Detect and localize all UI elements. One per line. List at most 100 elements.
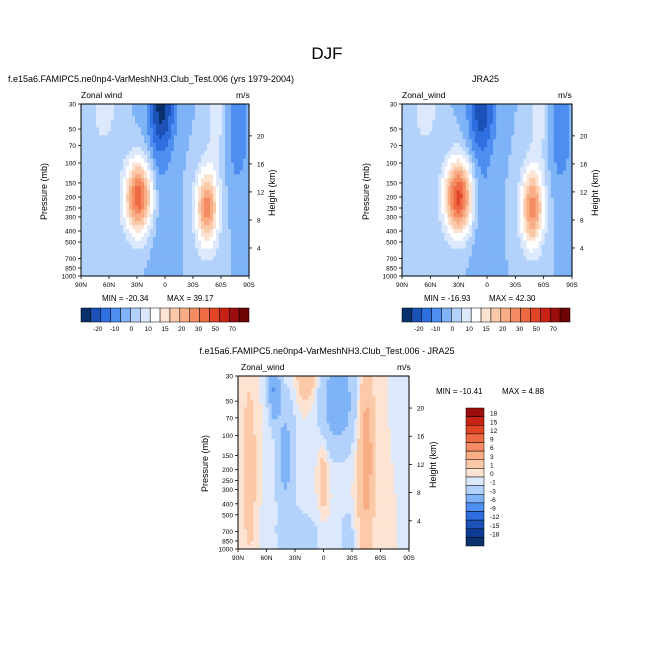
field-cell xyxy=(544,127,549,132)
field-cell xyxy=(150,190,154,195)
field-cell xyxy=(459,127,464,132)
field-cell xyxy=(192,139,196,144)
field-cell xyxy=(450,119,455,125)
field-cell xyxy=(171,221,175,226)
field-cell xyxy=(90,186,94,191)
field-cell xyxy=(183,240,187,246)
field-cell xyxy=(123,201,127,207)
field-cell xyxy=(526,127,531,132)
field-cell xyxy=(225,119,229,125)
field-cell xyxy=(526,162,531,168)
field-cell xyxy=(108,115,112,121)
field-cell xyxy=(550,131,555,136)
field-cell xyxy=(219,229,223,234)
field-cell xyxy=(471,119,476,125)
field-cell xyxy=(565,143,570,148)
field-cell xyxy=(483,107,488,113)
field-cell xyxy=(201,240,205,246)
field-cell xyxy=(556,139,561,144)
field-cell xyxy=(96,268,100,273)
field-cell xyxy=(234,147,238,152)
field-cell xyxy=(240,166,244,172)
field-cell xyxy=(171,150,175,156)
field-cell xyxy=(144,248,148,254)
field-cell xyxy=(213,272,217,277)
field-cell xyxy=(465,135,470,140)
field-cell xyxy=(165,178,169,183)
field-cell xyxy=(213,127,217,132)
field-cell xyxy=(228,221,232,226)
field-cell xyxy=(162,162,166,168)
field-cell xyxy=(186,158,190,164)
field-cell xyxy=(96,264,100,269)
field-cell xyxy=(222,260,226,265)
field-cell xyxy=(96,166,100,172)
field-cell xyxy=(174,244,178,250)
x-tick-label: 60N xyxy=(103,282,115,289)
field-cell xyxy=(402,104,406,109)
field-cell xyxy=(129,213,133,218)
field-cell xyxy=(123,252,127,258)
field-cell xyxy=(141,154,145,160)
field-cell xyxy=(468,131,473,136)
field-cell xyxy=(529,147,534,152)
field-cell xyxy=(147,182,151,187)
field-cell xyxy=(228,115,232,121)
field-cell xyxy=(114,256,118,261)
field-cell xyxy=(222,139,226,144)
field-cell xyxy=(162,158,166,164)
field-cell xyxy=(192,147,196,152)
field-cell xyxy=(111,217,115,222)
field-cell xyxy=(192,154,196,160)
field-cell xyxy=(120,131,124,136)
field-cell xyxy=(450,111,455,117)
field-cell xyxy=(174,123,178,129)
field-cell xyxy=(198,244,202,250)
field-cell xyxy=(207,170,211,175)
field-cell xyxy=(150,107,154,113)
field-cell xyxy=(216,111,220,117)
field-cell xyxy=(93,252,97,258)
field-cell xyxy=(141,131,145,136)
field-cell xyxy=(186,201,190,207)
field-cell xyxy=(180,197,184,203)
field-cell xyxy=(159,166,163,172)
field-cell xyxy=(402,119,406,125)
field-cell xyxy=(493,154,497,160)
field-cell xyxy=(514,104,518,109)
field-cell xyxy=(237,162,241,168)
field-cell xyxy=(168,158,172,164)
field-cell xyxy=(165,186,169,191)
field-cell xyxy=(111,193,115,199)
field-cell xyxy=(568,158,573,164)
field-cell xyxy=(195,131,199,136)
field-cell xyxy=(243,139,247,144)
field-cell xyxy=(480,147,485,152)
field-cell xyxy=(490,147,494,152)
field-cell xyxy=(222,104,226,109)
field-cell xyxy=(129,162,133,168)
field-cell xyxy=(165,229,169,234)
field-cell xyxy=(222,197,226,203)
field-cell xyxy=(195,213,199,218)
field-cell xyxy=(180,201,184,207)
field-cell xyxy=(153,186,157,191)
field-cell xyxy=(459,143,464,148)
field-cell xyxy=(459,147,464,152)
field-cell xyxy=(123,186,127,191)
field-cell xyxy=(532,135,537,140)
field-cell xyxy=(105,193,109,199)
field-cell xyxy=(499,147,503,152)
field-cell xyxy=(562,111,567,117)
field-cell xyxy=(186,154,190,160)
field-cell xyxy=(156,147,160,152)
field-cell xyxy=(246,162,250,168)
field-cell xyxy=(201,193,205,199)
field-cell xyxy=(201,190,205,195)
field-cell xyxy=(144,139,148,144)
field-cell xyxy=(207,217,211,222)
field-cell xyxy=(174,186,178,191)
field-cell xyxy=(237,135,241,140)
field-cell xyxy=(231,229,235,234)
field-cell xyxy=(126,225,130,230)
